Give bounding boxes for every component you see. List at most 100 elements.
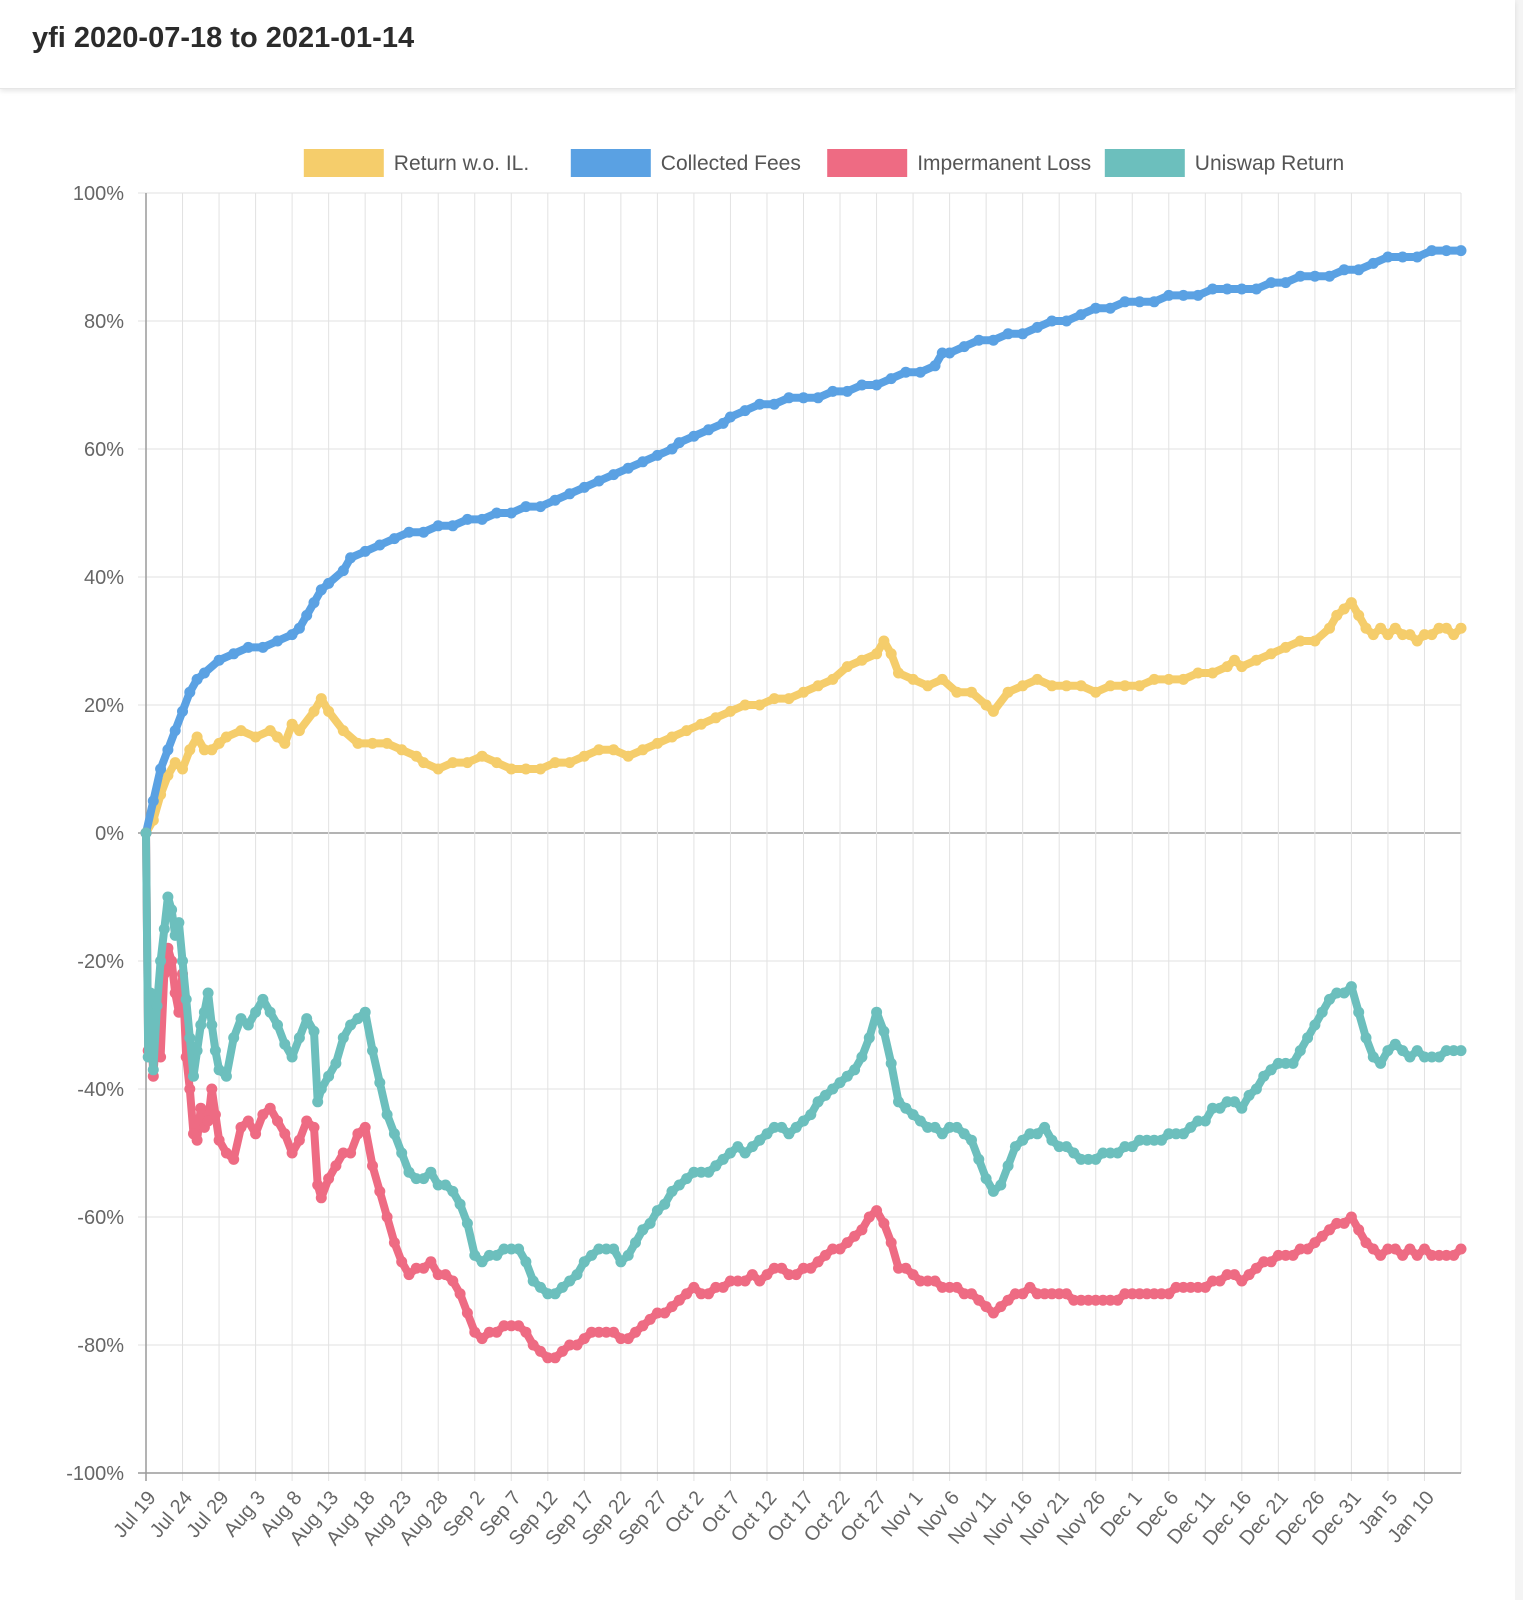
data-point — [1236, 661, 1248, 673]
data-point — [980, 1301, 992, 1313]
y-tick-label: 0% — [95, 823, 124, 845]
data-point — [1411, 635, 1423, 647]
data-point — [1163, 673, 1175, 685]
data-point — [173, 917, 185, 929]
data-point — [220, 1070, 232, 1082]
data-point — [345, 1147, 357, 1159]
data-point — [856, 654, 868, 666]
data-point — [1177, 1128, 1189, 1140]
data-point — [907, 673, 919, 685]
data-point — [286, 1051, 298, 1063]
data-point — [279, 1128, 291, 1140]
data-point — [637, 456, 649, 468]
data-point — [403, 1166, 415, 1178]
data-point — [841, 385, 853, 397]
data-point — [359, 1121, 371, 1133]
data-point — [608, 744, 620, 756]
data-point — [1061, 1288, 1072, 1300]
data-point — [447, 520, 459, 532]
data-point — [1002, 1294, 1014, 1306]
data-point — [1221, 283, 1233, 295]
data-point — [885, 1237, 897, 1249]
data-point — [323, 1070, 335, 1082]
data-point — [1017, 1288, 1029, 1300]
data-point — [323, 1173, 335, 1185]
legend-label: Return w.o. IL. — [394, 152, 529, 175]
data-point — [198, 667, 210, 679]
data-point — [681, 1288, 693, 1300]
data-point — [856, 1051, 868, 1063]
data-point — [1426, 629, 1438, 641]
data-point — [746, 1269, 758, 1281]
data-point — [279, 1038, 291, 1050]
data-point — [980, 1173, 992, 1185]
data-point — [264, 725, 276, 737]
legend-label: Impermanent Loss — [917, 152, 1091, 175]
data-point — [951, 1281, 963, 1293]
legend-swatch — [570, 149, 651, 177]
data-point — [147, 1064, 159, 1076]
data-point — [1455, 622, 1467, 634]
data-point — [418, 1173, 430, 1185]
data-point — [1163, 289, 1175, 301]
data-point — [776, 1121, 788, 1133]
data-point — [651, 1205, 663, 1217]
data-point — [1199, 1115, 1211, 1127]
data-point — [1177, 289, 1189, 301]
legend-swatch — [827, 149, 908, 177]
data-point — [673, 437, 685, 449]
data-point — [520, 763, 532, 775]
data-point — [871, 648, 883, 660]
data-point — [242, 641, 254, 653]
data-point — [805, 1109, 817, 1121]
data-point — [695, 718, 707, 730]
data-point — [337, 725, 349, 737]
data-point — [272, 635, 283, 647]
data-point — [717, 417, 729, 429]
data-point — [1287, 1249, 1299, 1261]
data-point — [1389, 1243, 1401, 1255]
data-point — [1250, 1262, 1262, 1274]
data-point — [841, 1070, 853, 1082]
data-point — [1382, 251, 1394, 263]
data-point — [461, 757, 473, 769]
data-point — [1338, 264, 1350, 276]
data-point — [1411, 1045, 1423, 1057]
data-point — [1411, 251, 1423, 263]
data-point — [162, 891, 174, 903]
data-point — [995, 1179, 1007, 1191]
data-point — [513, 1320, 525, 1332]
data-point — [1411, 1249, 1423, 1261]
data-point — [951, 686, 963, 698]
data-point — [374, 539, 386, 551]
data-point — [155, 955, 167, 967]
data-point — [195, 1019, 207, 1031]
data-point — [637, 1320, 649, 1332]
data-point — [213, 1134, 225, 1146]
data-point — [549, 494, 561, 506]
data-point — [1031, 321, 1043, 333]
data-point — [1002, 328, 1014, 340]
data-point — [440, 1179, 451, 1191]
data-point — [1382, 1045, 1394, 1057]
data-point — [1046, 315, 1058, 327]
data-point — [286, 629, 298, 641]
data-point — [1367, 1243, 1379, 1255]
data-point — [1397, 251, 1409, 263]
data-point — [776, 1262, 788, 1274]
y-tick-label: -60% — [77, 1207, 124, 1229]
data-point — [535, 763, 546, 775]
data-point — [586, 1249, 598, 1261]
data-point — [213, 654, 225, 666]
data-point — [1243, 1089, 1255, 1101]
data-point — [1177, 673, 1189, 685]
data-point — [396, 1147, 408, 1159]
data-point — [388, 1237, 400, 1249]
data-point — [191, 1134, 203, 1146]
data-point — [651, 449, 663, 461]
data-point — [359, 545, 371, 557]
data-point — [520, 1256, 532, 1268]
data-point — [1236, 1102, 1248, 1114]
data-point — [1331, 609, 1343, 621]
